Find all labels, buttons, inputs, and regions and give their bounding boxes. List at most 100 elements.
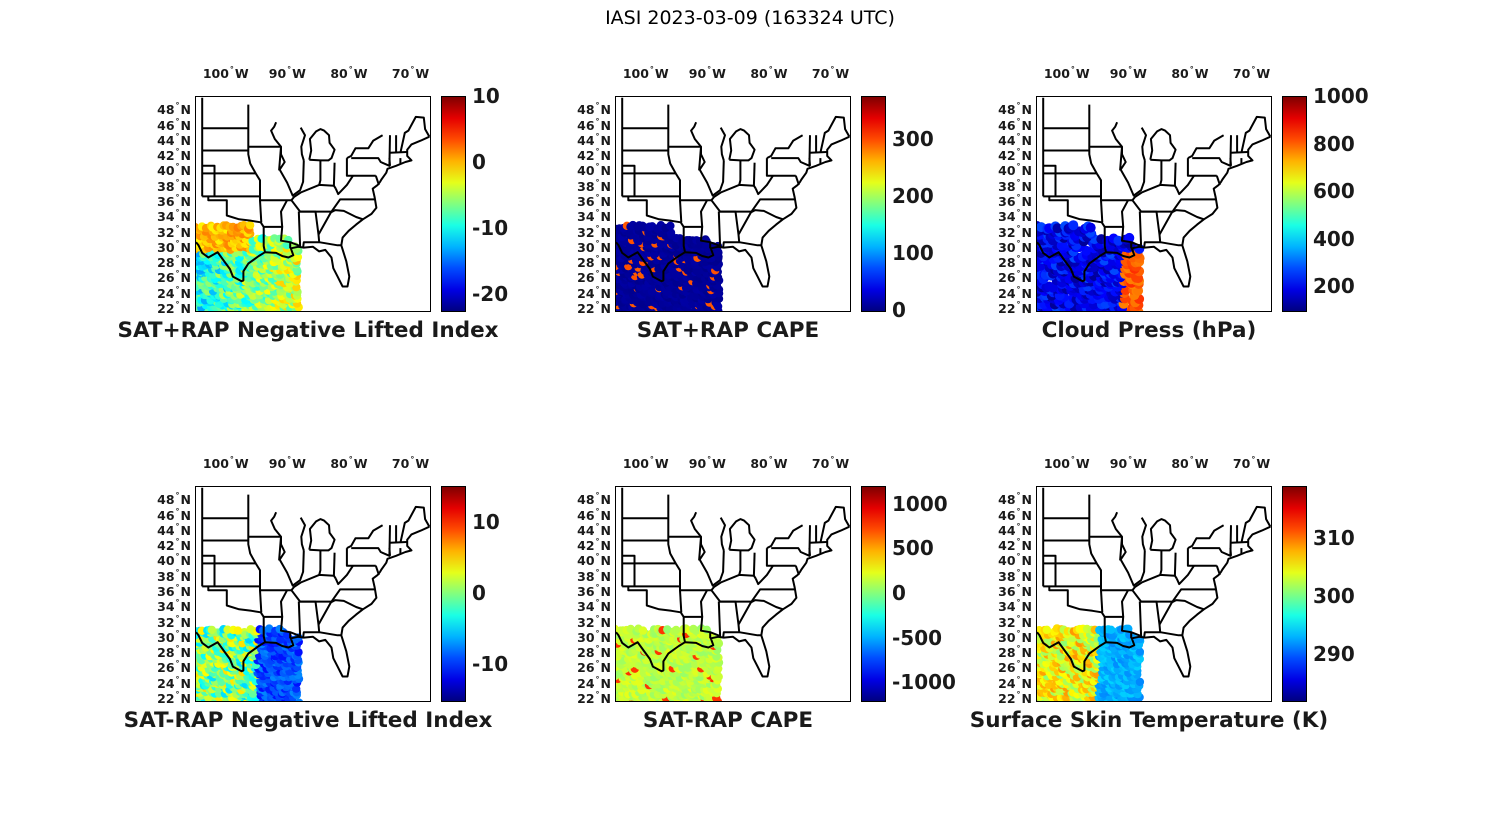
- lat-tick-degrees: 38: [577, 178, 595, 194]
- state-boundary-line: [290, 573, 337, 591]
- lat-tick-hemisphere: N: [180, 568, 191, 584]
- observation-point: [663, 625, 672, 634]
- panel-title: Cloud Press (hPa): [1041, 318, 1257, 343]
- observation-point: [1135, 677, 1145, 687]
- lon-tick-hemisphere: W: [1133, 456, 1147, 471]
- state-boundary-line: [766, 524, 804, 549]
- lat-tick-hemisphere: N: [600, 102, 611, 118]
- degree-symbol: °: [1070, 65, 1075, 74]
- degree-symbol: °: [1128, 65, 1133, 74]
- lat-tick-label: 36°N: [974, 583, 1032, 599]
- lat-tick-degrees: 34: [157, 599, 175, 615]
- degree-symbol: °: [1016, 269, 1021, 279]
- colorbar-tick-label: 1000: [1313, 84, 1369, 108]
- lat-tick-degrees: 40: [577, 163, 595, 179]
- degree-symbol: °: [1016, 628, 1021, 638]
- lat-tick-degrees: 28: [577, 645, 595, 661]
- lat-tick-hemisphere: N: [180, 163, 191, 179]
- state-boundary-line: [1160, 631, 1183, 637]
- state-boundary-line: [278, 535, 305, 587]
- lat-tick-label: 42°N: [553, 537, 611, 554]
- lat-tick-degrees: 28: [998, 645, 1016, 661]
- state-boundary-line: [1130, 211, 1143, 247]
- lat-tick-label: 46°N: [553, 507, 611, 523]
- state-boundary-line: [319, 631, 342, 637]
- state-boundary-line: [1121, 589, 1129, 617]
- lat-tick-hemisphere: N: [600, 538, 611, 554]
- lon-tick-degrees: 70: [811, 66, 830, 81]
- state-boundary-line: [1186, 548, 1217, 567]
- degree-symbol: °: [1016, 193, 1021, 202]
- state-boundaries: [196, 487, 430, 678]
- degree-symbol: °: [595, 208, 600, 218]
- degree-symbol: °: [175, 116, 180, 126]
- colorbar-tick-label: 310: [1313, 526, 1355, 551]
- state-boundary-line: [1240, 505, 1271, 544]
- observation-point: [1106, 625, 1116, 634]
- map-plot-area: [196, 487, 430, 701]
- state-boundary-line: [334, 175, 354, 196]
- lat-tick-hemisphere: N: [600, 178, 611, 194]
- state-boundary-line: [1158, 601, 1173, 626]
- lat-tick-label: 30°N: [133, 239, 191, 255]
- lat-tick-label: 42°N: [974, 537, 1032, 553]
- lat-tick-label: 24°N: [553, 285, 611, 301]
- lat-tick-hemisphere: N: [1021, 255, 1032, 271]
- degree-symbol: °: [287, 65, 292, 74]
- lon-tick-degrees: 90: [688, 456, 707, 471]
- degree-symbol: °: [595, 300, 600, 309]
- state-boundary-line: [700, 199, 708, 227]
- lat-tick-label: 24°N: [133, 285, 191, 301]
- state-boundary-line: [1215, 175, 1221, 186]
- state-boundary-line: [346, 134, 384, 159]
- lat-tick-degrees: 36: [577, 584, 595, 599]
- degree-symbol: °: [175, 644, 180, 654]
- lat-tick-degrees: 42: [157, 148, 175, 164]
- degree-symbol: °: [175, 521, 180, 531]
- lat-tick-hemisphere: N: [1021, 178, 1032, 194]
- state-boundary-line: [1240, 115, 1271, 154]
- colorbar-tick-label: -20: [472, 281, 509, 306]
- lat-tick-label: 30°N: [133, 629, 191, 645]
- lat-tick-degrees: 44: [998, 522, 1016, 538]
- lon-tick-degrees: 100: [622, 66, 649, 81]
- state-boundary-line: [719, 127, 726, 161]
- lon-tick-hemisphere: W: [415, 66, 430, 81]
- lat-tick-hemisphere: N: [180, 599, 191, 615]
- lat-tick-degrees: 30: [577, 239, 595, 255]
- state-boundary-line: [808, 548, 811, 556]
- lat-tick-hemisphere: N: [600, 522, 611, 538]
- state-boundaries: [1037, 487, 1271, 678]
- lat-tick-hemisphere: N: [600, 599, 611, 615]
- lat-tick-degrees: 34: [998, 209, 1016, 225]
- degree-symbol: °: [175, 162, 180, 172]
- lat-tick-label: 38°N: [553, 178, 611, 194]
- lat-tick-degrees: 30: [998, 629, 1016, 645]
- lat-tick-hemisphere: N: [180, 270, 191, 286]
- lat-tick-degrees: 30: [998, 239, 1016, 255]
- lon-tick-degrees: 100: [1043, 456, 1070, 471]
- panel-title: SAT+RAP Negative Lifted Index: [117, 318, 499, 343]
- degree-symbol: °: [1016, 613, 1021, 623]
- state-boundary-line: [299, 127, 306, 161]
- lon-tick-degrees: 90: [688, 66, 707, 81]
- degree-symbol: °: [595, 162, 600, 172]
- state-boundary-line: [698, 145, 725, 197]
- lon-tick-hemisphere: W: [292, 66, 306, 81]
- degree-symbol: °: [1016, 131, 1021, 141]
- degree-symbol: °: [175, 101, 180, 111]
- state-boundary-line: [1139, 600, 1162, 638]
- lon-tick-degrees: 100: [622, 456, 649, 471]
- state-boundary-line: [1149, 518, 1177, 552]
- degree-symbol: °: [229, 455, 234, 464]
- lon-tick-label: 100°W: [1044, 65, 1090, 81]
- state-boundary-line: [399, 505, 430, 544]
- degree-symbol: °: [175, 208, 180, 218]
- degree-symbol: °: [175, 583, 180, 592]
- map-panel-4: 100°W 90°W 80°W 70°W 48°N 46°N 44°N 42°N 40°N 38°…: [0, 440, 509, 740]
- degree-symbol: °: [1016, 254, 1021, 264]
- observation-point: [1052, 223, 1063, 234]
- colorbar-tick-label: 500: [892, 536, 934, 561]
- lat-tick-hemisphere: N: [180, 645, 191, 661]
- lat-tick-degrees: 32: [998, 224, 1016, 240]
